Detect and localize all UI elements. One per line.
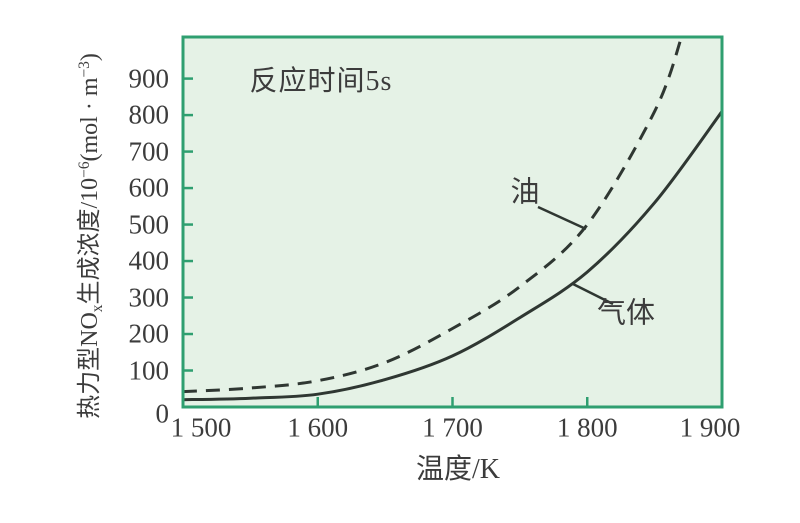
y-axis-title-part: x (88, 304, 106, 313)
leader-line-oil (537, 205, 587, 231)
x-tick-label: 1 900 (679, 412, 741, 443)
curve-oil (183, 37, 684, 394)
plot-area (183, 37, 722, 407)
y-axis-title-part: ) (76, 53, 103, 62)
y-tick-label: 600 (128, 172, 170, 203)
annotation-reaction-time: 反应时间5s (249, 66, 393, 97)
curve-gas (183, 110, 722, 402)
x-tick-label: 1 800 (556, 412, 618, 443)
x-tick-label: 1 500 (170, 412, 232, 443)
leader-line-gas (572, 282, 614, 306)
y-axis-title-part: −3 (75, 61, 93, 78)
series-label-gas: 气体 (596, 297, 656, 330)
y-axis-title-part: (mol · m (76, 77, 103, 162)
y-tick-label: 500 (128, 209, 170, 240)
y-axis-title-part: 热力型NO (76, 312, 103, 419)
y-axis-title-part: 生成浓度/10 (76, 177, 103, 305)
x-tick-label: 1 600 (287, 412, 349, 443)
y-axis-title-part: −6 (75, 161, 93, 178)
y-axis-title: 热力型NOx生成浓度/10−6(mol · m−3) (75, 53, 106, 419)
y-tick-label: 0 (155, 398, 170, 429)
x-tick-label: 1 700 (422, 412, 483, 443)
x-axis-title: 温度/K (415, 454, 501, 485)
plot-border (181, 35, 724, 409)
y-tick-label: 700 (128, 136, 170, 167)
y-tick-label: 800 (128, 99, 170, 130)
y-tick-label: 400 (128, 245, 170, 276)
series-label-oil: 油 (510, 176, 540, 209)
y-tick-label: 100 (128, 355, 170, 385)
y-tick-label: 300 (128, 282, 170, 313)
y-tick-label: 200 (128, 318, 170, 349)
y-tick-label: 900 (128, 63, 170, 94)
